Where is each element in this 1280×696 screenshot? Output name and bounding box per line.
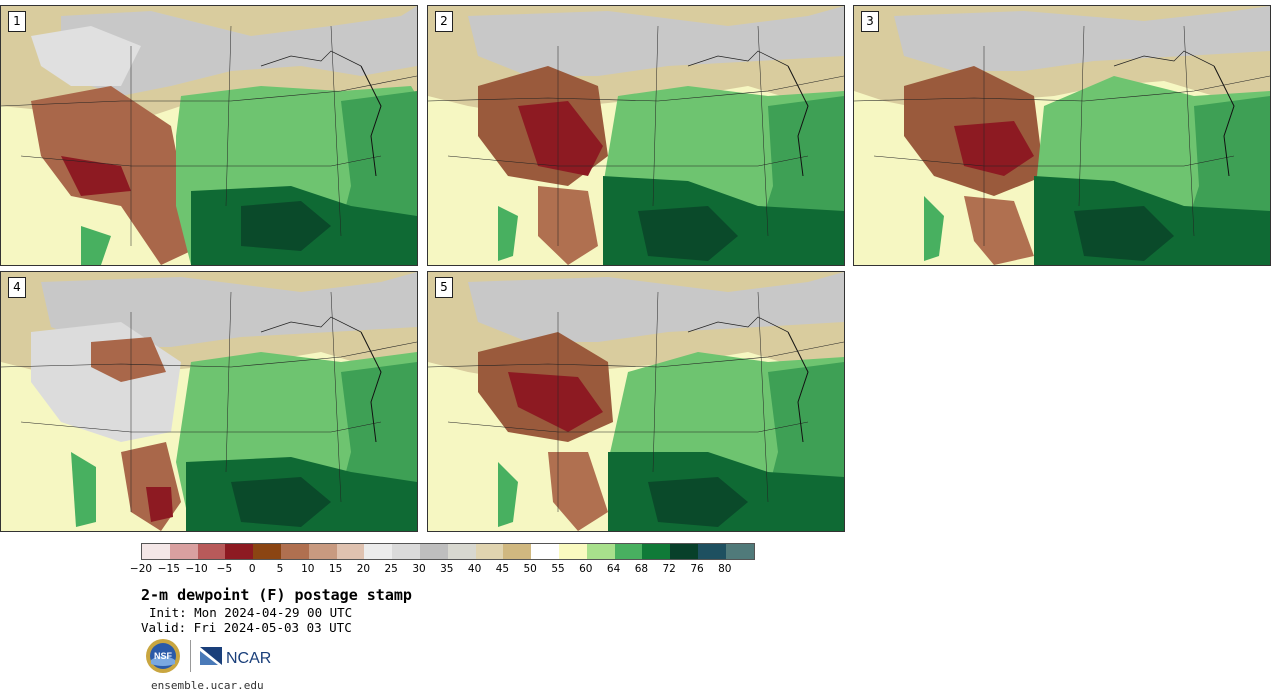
plot-title: 2-m dewpoint (F) postage stamp bbox=[141, 586, 412, 604]
colorbar-swatch-9 bbox=[392, 544, 420, 559]
member-label: 5 bbox=[435, 277, 453, 298]
colorbar-swatch-16 bbox=[586, 544, 615, 559]
colorbar-tick-label: −20 bbox=[129, 563, 153, 575]
colorbar-tick-label: 15 bbox=[328, 563, 343, 575]
colorbar-swatch-15 bbox=[558, 544, 587, 559]
postage-stamp-map-1: 1 bbox=[0, 5, 418, 266]
colorbar-swatch-13 bbox=[503, 544, 532, 559]
sponsor-logos: NSF NCAR bbox=[145, 638, 274, 674]
dewpoint-map-1 bbox=[1, 6, 417, 265]
colorbar-swatch-4 bbox=[253, 544, 281, 559]
colorbar-swatch-8 bbox=[364, 544, 393, 559]
colorbar-swatch-19 bbox=[670, 544, 698, 559]
dewpoint-map-3 bbox=[854, 6, 1270, 265]
colorbar bbox=[141, 543, 755, 560]
colorbar-swatch-2 bbox=[197, 544, 226, 559]
svg-text:NCAR: NCAR bbox=[226, 650, 271, 667]
colorbar-tick-label: 5 bbox=[276, 563, 284, 575]
valid-time: Valid: Fri 2024-05-03 03 UTC bbox=[141, 620, 352, 635]
colorbar-swatch-7 bbox=[336, 544, 365, 559]
colorbar-tick-label: 20 bbox=[356, 563, 371, 575]
colorbar-tick-label: −10 bbox=[185, 563, 208, 575]
dewpoint-map-4 bbox=[1, 272, 417, 531]
colorbar-tick-label: 45 bbox=[495, 563, 510, 575]
colorbar-swatch-18 bbox=[642, 544, 671, 559]
colorbar-swatch-6 bbox=[308, 544, 337, 559]
member-label: 2 bbox=[435, 11, 453, 32]
colorbar-swatch-1 bbox=[169, 544, 198, 559]
colorbar-tick-label: 72 bbox=[662, 563, 676, 575]
colorbar-tick-label: 68 bbox=[634, 563, 649, 575]
colorbar-tick-label: 60 bbox=[579, 563, 593, 575]
colorbar-swatch-12 bbox=[475, 544, 504, 559]
colorbar-tick-label: 30 bbox=[412, 563, 426, 575]
colorbar-swatch-10 bbox=[419, 544, 448, 559]
colorbar-swatch-11 bbox=[447, 544, 476, 559]
postage-stamp-map-3: 3 bbox=[853, 5, 1271, 266]
member-label: 4 bbox=[8, 277, 26, 298]
init-time: Init: Mon 2024-04-29 00 UTC bbox=[149, 605, 353, 620]
colorbar-swatch-20 bbox=[697, 544, 726, 559]
logo-divider bbox=[190, 640, 191, 672]
member-label: 1 bbox=[8, 11, 26, 32]
colorbar-swatch-0 bbox=[142, 544, 170, 559]
member-label: 3 bbox=[861, 11, 879, 32]
colorbar-swatch-21 bbox=[725, 544, 754, 559]
colorbar-swatch-17 bbox=[614, 544, 643, 559]
colorbar-swatch-5 bbox=[280, 544, 309, 559]
dewpoint-map-2 bbox=[428, 6, 844, 265]
colorbar-tick-label: −5 bbox=[216, 563, 233, 575]
colorbar-swatch-3 bbox=[225, 544, 254, 559]
colorbar-tick-label: 40 bbox=[467, 563, 482, 575]
ncar-logo-icon: NCAR bbox=[200, 647, 271, 667]
postage-stamp-map-2: 2 bbox=[427, 5, 845, 266]
nsf-logo-icon: NSF bbox=[146, 639, 180, 673]
colorbar-tick-label: 55 bbox=[551, 563, 565, 575]
colorbar-tick-label: 0 bbox=[248, 563, 256, 575]
colorbar-tick-label: 80 bbox=[718, 563, 732, 575]
colorbar-tick-label: 50 bbox=[523, 563, 537, 575]
colorbar-tick-label: 35 bbox=[440, 563, 454, 575]
svg-text:NSF: NSF bbox=[154, 651, 173, 661]
postage-stamp-map-5: 5 bbox=[427, 271, 845, 532]
footer-url: ensemble.ucar.edu bbox=[151, 679, 264, 692]
colorbar-tick-label: −15 bbox=[157, 563, 180, 575]
colorbar-tick-label: 10 bbox=[301, 563, 315, 575]
colorbar-tick-labels: −20 −15 −10 −5 0 5 10 15 20 25 30 35 40 45 50 55 60 64 68 7… bbox=[130, 563, 781, 577]
colorbar-tick-label: 76 bbox=[690, 563, 704, 575]
dewpoint-map-5 bbox=[428, 272, 844, 531]
colorbar-swatch-14 bbox=[531, 544, 559, 559]
colorbar-tick-label: 64 bbox=[606, 563, 621, 575]
colorbar-tick-label: 25 bbox=[384, 563, 398, 575]
postage-stamp-map-4: 4 bbox=[0, 271, 418, 532]
